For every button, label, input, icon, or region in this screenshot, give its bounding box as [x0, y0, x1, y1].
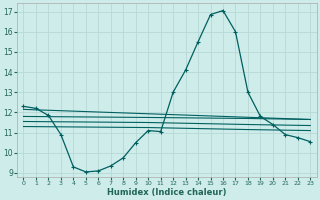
X-axis label: Humidex (Indice chaleur): Humidex (Indice chaleur): [107, 188, 227, 197]
